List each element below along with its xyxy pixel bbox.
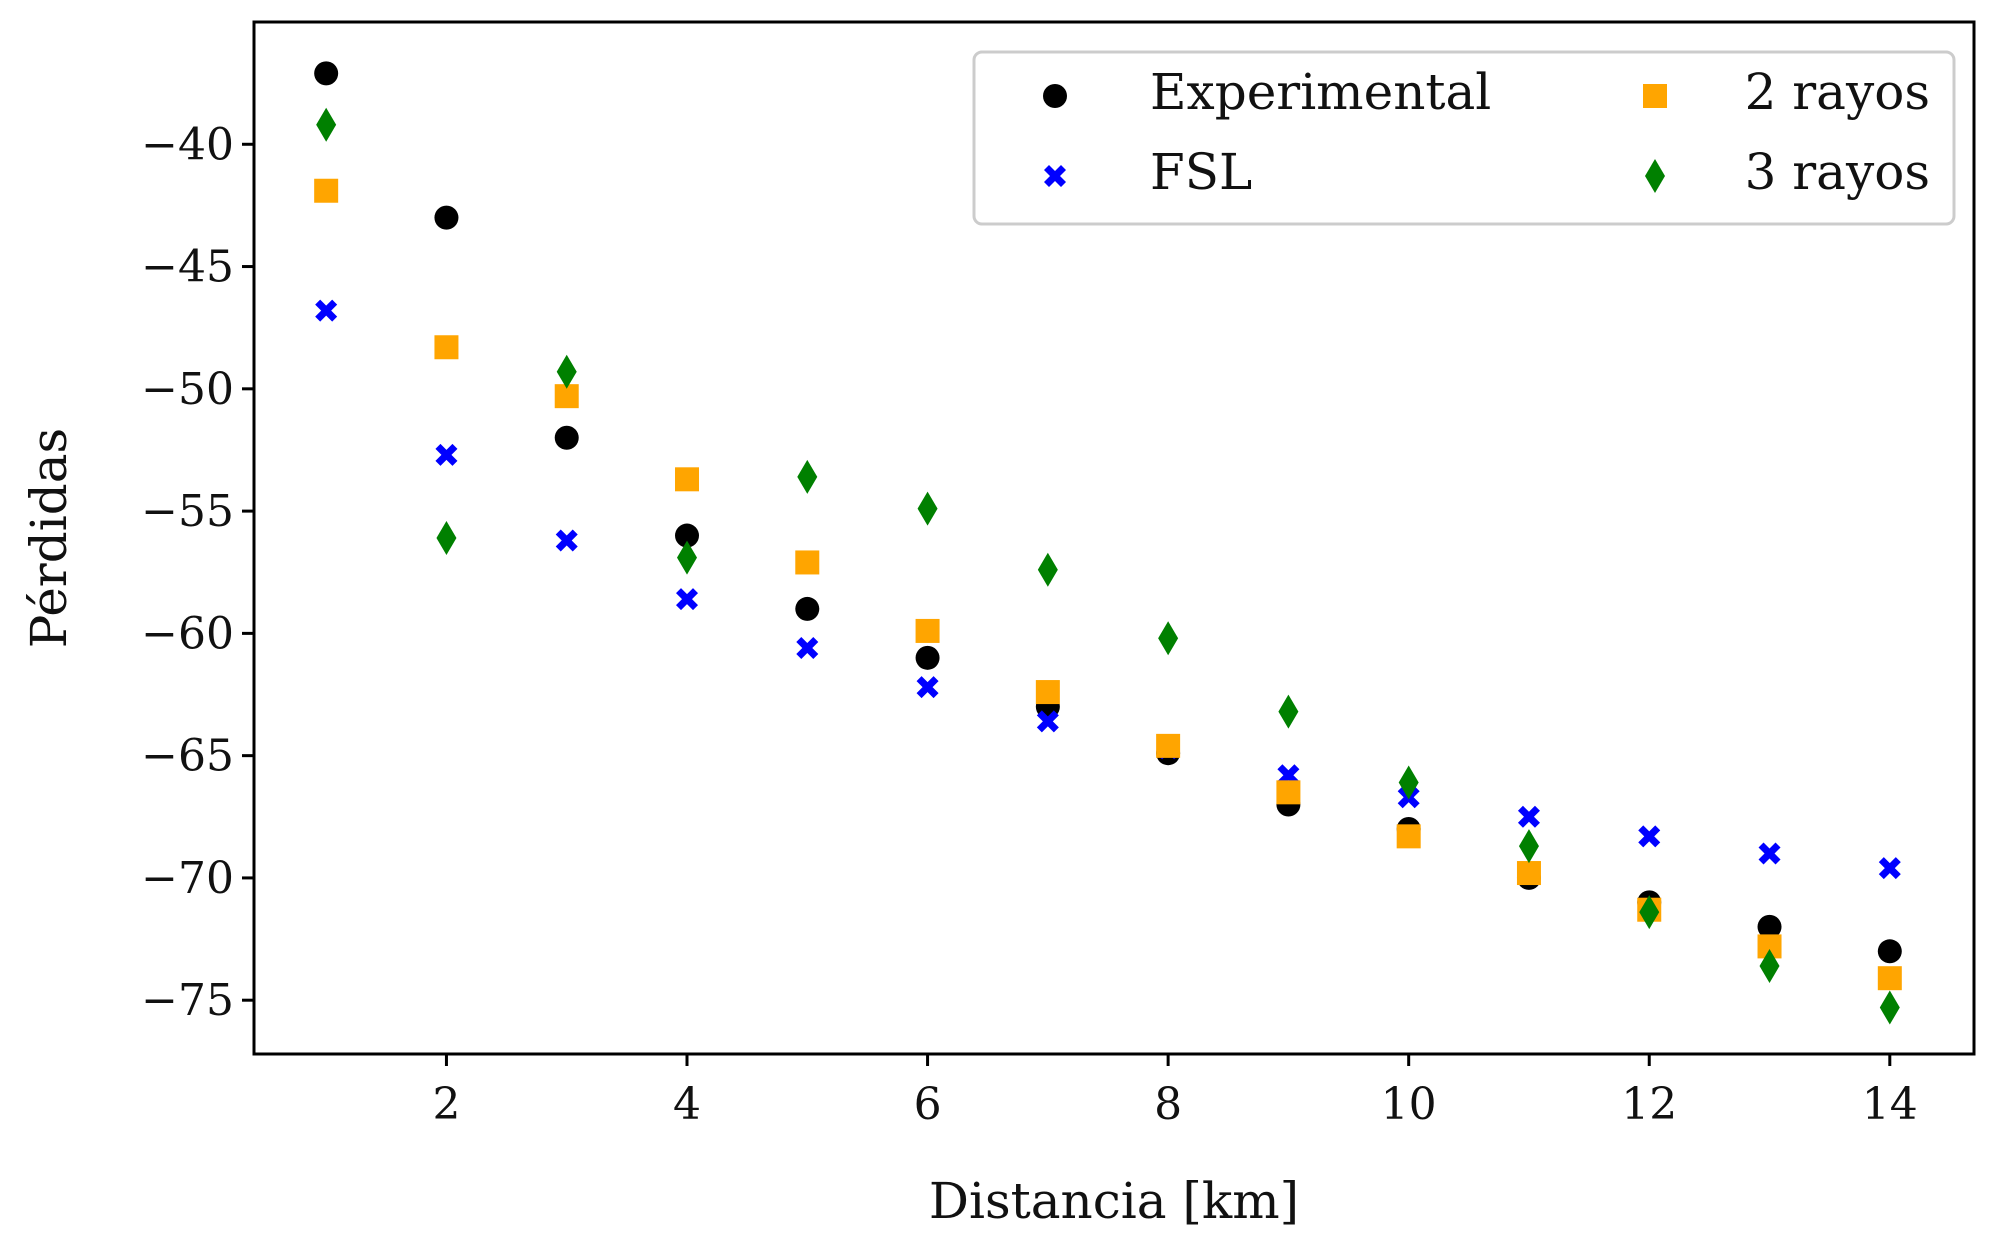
- x-axis-title: Distancia [km]: [929, 1172, 1299, 1230]
- x-tick-label: 10: [1381, 1079, 1437, 1130]
- point-2-rayos: [434, 335, 459, 360]
- legend-markers: [1043, 84, 1667, 193]
- y-tick-label: −70: [141, 853, 234, 904]
- point-2-rayos: [1276, 780, 1301, 805]
- point-3-rayos: [316, 107, 337, 142]
- legend-marker-fsl: [1044, 165, 1066, 187]
- point-experimental: [915, 645, 940, 670]
- x-axis-ticks: 2 4 6 8 10 12 14: [432, 1054, 1918, 1130]
- point-3-rayos: [1879, 990, 1900, 1025]
- point-fsl: [1758, 842, 1781, 865]
- y-tick-label: −65: [141, 731, 234, 782]
- point-experimental: [795, 596, 820, 621]
- x-tick-label: 2: [432, 1079, 460, 1130]
- point-3-rayos: [1759, 948, 1780, 983]
- point-3-rayos: [917, 491, 938, 526]
- point-3-rayos: [1158, 621, 1179, 656]
- data-points: [314, 61, 1902, 1025]
- legend-marker-experimental: [1043, 84, 1067, 108]
- point-2-rayos: [675, 467, 700, 492]
- x-tick-label: 14: [1862, 1079, 1918, 1130]
- point-2-rayos: [795, 550, 820, 575]
- point-2-rayos: [915, 618, 940, 643]
- point-3-rayos: [1639, 895, 1660, 930]
- point-3-rayos: [797, 459, 818, 494]
- point-2-rayos: [1396, 824, 1421, 849]
- point-3-rayos: [677, 540, 698, 575]
- point-experimental: [554, 425, 579, 450]
- y-tick-label: −55: [141, 486, 234, 537]
- point-2-rayos: [314, 178, 339, 203]
- x-tick-label: 6: [914, 1079, 942, 1130]
- point-fsl: [796, 637, 819, 660]
- point-fsl: [435, 443, 458, 466]
- y-tick-label: −50: [141, 364, 234, 415]
- point-2-rayos: [1156, 733, 1181, 758]
- point-fsl: [315, 299, 338, 322]
- x-tick-label: 12: [1621, 1079, 1677, 1130]
- y-tick-label: −75: [141, 975, 234, 1026]
- point-experimental: [675, 523, 700, 548]
- legend-box: [972, 50, 1956, 226]
- point-fsl: [1638, 825, 1661, 848]
- y-tick-label: −40: [141, 119, 234, 170]
- y-tick-label: −45: [141, 242, 234, 293]
- legend: Experimental FSL 2 rayos 3 rayos: [972, 50, 1956, 226]
- point-fsl: [676, 588, 699, 611]
- legend-label-fsl: FSL: [1150, 143, 1252, 201]
- x-tick-label: 4: [673, 1079, 701, 1130]
- series-3-rayos: [316, 107, 1900, 1025]
- point-3-rayos: [1037, 552, 1058, 587]
- y-tick-label: −60: [141, 608, 234, 659]
- legend-marker-3-rayos: [1645, 159, 1665, 193]
- point-3-rayos: [556, 354, 577, 389]
- point-fsl: [1036, 710, 1059, 733]
- plot-frame: [252, 20, 1976, 1056]
- x-tick-label: 8: [1154, 1079, 1182, 1130]
- point-3-rayos: [1278, 694, 1299, 729]
- point-experimental: [1757, 914, 1782, 939]
- point-experimental: [314, 61, 339, 86]
- series-fsl: [315, 299, 1901, 880]
- point-2-rayos: [1877, 966, 1902, 991]
- series-2-rayos: [314, 178, 1902, 991]
- point-fsl: [555, 529, 578, 552]
- point-fsl: [1517, 805, 1540, 828]
- legend-label-experimental: Experimental: [1150, 63, 1491, 121]
- point-experimental: [1877, 939, 1902, 964]
- point-fsl: [1878, 857, 1901, 880]
- legend-label-3-rayos: 3 rayos: [1745, 143, 1930, 201]
- y-axis-title: Pérdidas: [20, 428, 78, 648]
- point-2-rayos: [1035, 680, 1060, 705]
- legend-marker-2-rayos: [1643, 84, 1667, 108]
- point-3-rayos: [1518, 829, 1539, 864]
- y-axis-ticks: −40 −45 −50 −55 −60 −65 −70 −75: [141, 119, 254, 1026]
- point-3-rayos: [436, 521, 457, 555]
- point-fsl: [916, 676, 939, 699]
- point-2-rayos: [1516, 861, 1541, 886]
- point-experimental: [434, 205, 459, 230]
- legend-label-2-rayos: 2 rayos: [1745, 63, 1930, 121]
- point-3-rayos: [1398, 765, 1419, 800]
